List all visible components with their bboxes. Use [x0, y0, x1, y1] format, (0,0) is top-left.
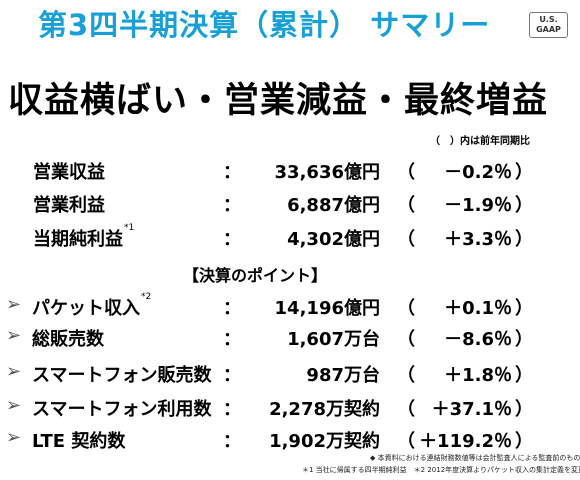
point-row-lte-contracts: ➢ LTE 契約数 ： 1,902万契約 （ ＋119.2％ ）	[0, 427, 580, 453]
row-value: 2,278万契約	[269, 399, 380, 420]
row-rparen: ）	[515, 229, 533, 250]
yoy-note: （ ）内は前年同期比	[430, 136, 530, 147]
summary-row-revenue: 営業収益 ： 33,636億円 （ －0.2％ ）	[0, 158, 580, 184]
arrow-bullet-icon: ➢	[6, 427, 22, 448]
summary-row-operating-income: 営業利益 ： 6,887億円 （ －1.9％ ）	[0, 191, 580, 217]
row-value: 4,302億円	[287, 229, 380, 250]
row-value: 14,196億円	[274, 298, 380, 319]
point-row-smartphone-users: ➢ スマートフォン利用数 ： 2,278万契約 （ ＋37.1％ ）	[0, 395, 580, 421]
row-value: 1,607万台	[287, 329, 380, 350]
badge-line2: GAAP	[536, 25, 561, 34]
badge-line1: U.S.	[539, 15, 558, 24]
row-label: 営業収益	[33, 162, 105, 183]
row-pct: ＋3.3％	[444, 229, 512, 250]
row-lparen: （	[397, 431, 415, 452]
row-pct: ＋0.1％	[444, 298, 512, 319]
row-pct: ＋37.1％	[431, 399, 512, 420]
row-rparen: ）	[515, 431, 533, 452]
row-value: 6,887億円	[287, 195, 380, 216]
footnote-definitions: ＊1 当社に帰属する四半期純利益 ＊2 2012年度決算よりパケット収入の集計定…	[302, 466, 580, 474]
summary-row-net-income: 当期純利益*1 ： 4,302億円 （ ＋3.3％ ）	[0, 223, 580, 251]
page-title: 第3四半期決算（累計） サマリー	[38, 8, 491, 42]
arrow-bullet-icon: ➢	[6, 361, 22, 382]
row-lparen: （	[397, 329, 415, 350]
row-rparen: ）	[515, 329, 533, 350]
row-pct: －0.2％	[444, 162, 512, 183]
row-pct: ＋1.8％	[444, 365, 512, 386]
row-lparen: （	[397, 162, 415, 183]
row-pct: ＋119.2％	[419, 431, 512, 452]
row-pct: －1.9％	[444, 195, 512, 216]
row-lparen: （	[397, 229, 415, 250]
row-rparen: ）	[515, 365, 533, 386]
row-lparen: （	[397, 298, 415, 319]
row-colon: ：	[223, 399, 241, 420]
row-rparen: ）	[515, 162, 533, 183]
row-label: 営業利益	[33, 195, 105, 216]
point-row-smartphone-sales: ➢ スマートフォン販売数 ： 987万台 （ ＋1.8％ ）	[0, 361, 580, 387]
row-colon: ：	[223, 329, 241, 350]
row-lparen: （	[397, 365, 415, 386]
footnote-audit: ◆ 本資料における連結財務数値等は会計監査人による監査前のもの	[370, 454, 580, 462]
headline: 収益横ばい・営業減益・最終増益	[8, 81, 549, 121]
point-row-packet-revenue: ➢ パケット収入*2 ： 14,196億円 （ ＋0.1％ ）	[0, 292, 580, 320]
row-value: 987万台	[306, 365, 380, 386]
row-value: 1,902万契約	[269, 431, 380, 452]
gaap-badge: U.S. GAAP	[529, 12, 568, 38]
arrow-bullet-icon: ➢	[6, 294, 22, 315]
row-lparen: （	[397, 195, 415, 216]
row-rparen: ）	[515, 399, 533, 420]
row-label: スマートフォン販売数	[32, 365, 212, 386]
row-label: 総販売数	[32, 329, 104, 350]
row-pct: －8.6％	[444, 329, 512, 350]
row-value: 33,636億円	[274, 162, 380, 183]
row-label: 当期純利益*1	[33, 223, 135, 250]
points-header: 【決算のポイント】	[183, 266, 328, 285]
row-colon: ：	[223, 365, 241, 386]
row-label: LTE 契約数	[32, 431, 126, 452]
row-colon: ：	[223, 298, 241, 319]
row-label: パケット収入*2	[32, 292, 152, 319]
row-lparen: （	[397, 399, 415, 420]
row-colon: ：	[223, 229, 241, 250]
row-label: スマートフォン利用数	[32, 399, 212, 420]
arrow-bullet-icon: ➢	[6, 395, 22, 416]
row-colon: ：	[223, 162, 241, 183]
row-rparen: ）	[515, 298, 533, 319]
row-colon: ：	[223, 431, 241, 452]
row-colon: ：	[223, 195, 241, 216]
row-rparen: ）	[515, 195, 533, 216]
arrow-bullet-icon: ➢	[6, 325, 22, 346]
point-row-total-sales: ➢ 総販売数 ： 1,607万台 （ －8.6％ ）	[0, 325, 580, 351]
